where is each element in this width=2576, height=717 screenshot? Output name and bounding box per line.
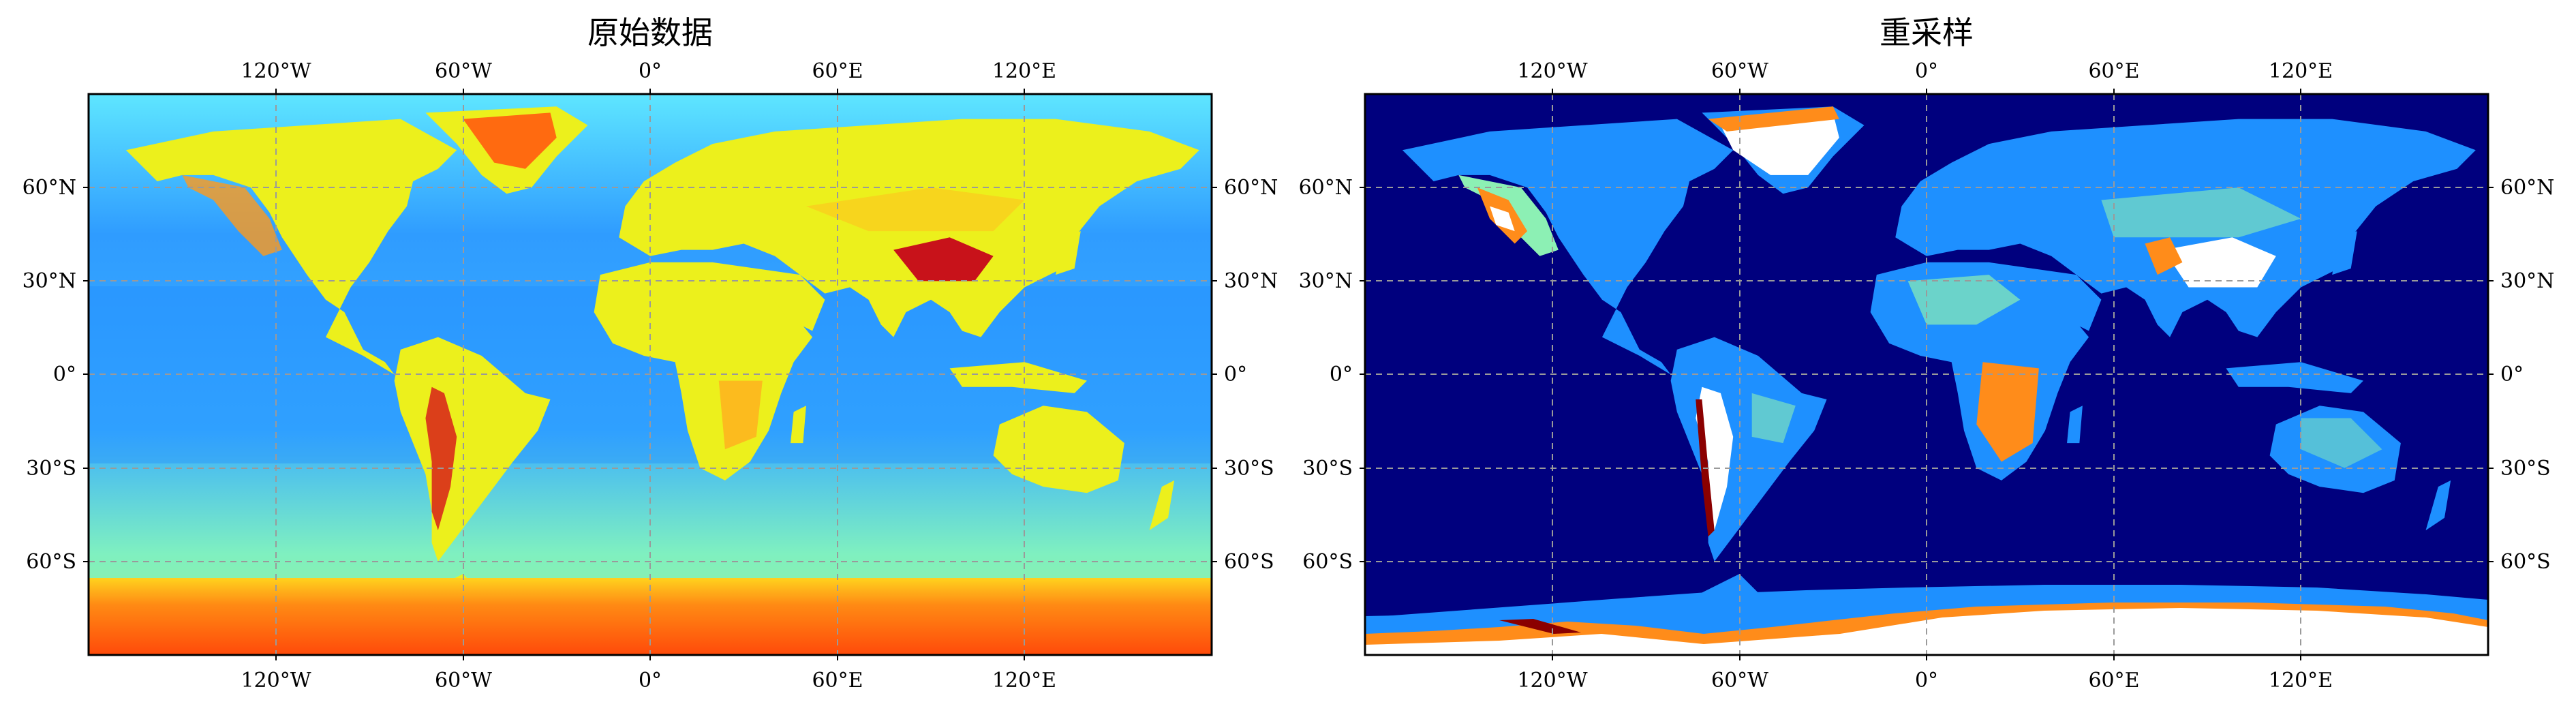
lon-label: 120°W	[1517, 59, 1587, 83]
lon-label: 120°E	[992, 59, 1056, 83]
ticks-original	[83, 89, 1217, 660]
lat-label: 30°S	[26, 457, 76, 480]
rockies-highland	[182, 174, 282, 256]
africa-highland	[718, 380, 763, 450]
rockies-white-resampled	[1490, 206, 1515, 232]
lat-label: 0°	[1224, 363, 1247, 386]
lat-label: 30°S	[1224, 457, 1274, 480]
lon-label: 120°W	[1517, 669, 1587, 692]
lon-label: 120°W	[241, 59, 311, 83]
africa-green-resampled	[1907, 275, 2021, 325]
lon-label: 0°	[1915, 669, 1938, 692]
lat-label: 30°N	[2500, 269, 2554, 293]
lon-label: 60°W	[1711, 59, 1768, 83]
left-labels-resampled: 60°N 30°N 0° 30°S 60°S	[1299, 176, 1353, 574]
lon-label: 0°	[639, 669, 662, 692]
right-labels-original: 60°N 30°N 0° 30°S 60°S	[1224, 176, 1278, 574]
australia-green-resampled	[2301, 418, 2382, 468]
lon-label: 120°E	[2269, 59, 2333, 83]
right-labels-resampled: 60°N 30°N 0° 30°S 60°S	[2500, 176, 2554, 574]
lat-label: 60°N	[1224, 176, 1278, 200]
lon-label: 60°W	[1711, 669, 1768, 692]
gridlines-original	[89, 94, 1212, 655]
lon-label: 60°W	[435, 669, 492, 692]
gridlines-resampled	[1365, 94, 2488, 655]
lat-label: 0°	[53, 363, 76, 386]
asia-green-resampled	[2101, 187, 2301, 238]
tibet-highland	[893, 237, 994, 281]
andes-resampled	[1696, 386, 1734, 531]
brazil-green-resampled	[1751, 393, 1796, 444]
panel-resampled: 重采样	[1299, 14, 2555, 692]
lon-label: 60°W	[435, 59, 492, 83]
bottom-labels-original: 120°W 60°W 0° 60°E 120°E	[241, 669, 1056, 692]
tibet-edge-resampled	[2145, 237, 2183, 275]
lat-label: 60°N	[22, 176, 76, 200]
lon-label: 120°E	[992, 669, 1056, 692]
lat-label: 0°	[2500, 363, 2524, 386]
lon-label: 60°E	[2088, 59, 2139, 83]
left-labels-original: 60°N 30°N 0° 30°S 60°S	[22, 176, 76, 574]
lon-label: 120°E	[2269, 669, 2333, 692]
lat-label: 30°N	[1224, 269, 1278, 293]
asia-highland	[806, 187, 1025, 232]
bottom-labels-resampled: 120°W 60°W 0° 60°E 120°E	[1517, 669, 2333, 692]
top-labels-original: 120°W 60°W 0° 60°E 120°E	[241, 59, 1056, 83]
africa-highland-resampled	[1976, 362, 2039, 462]
lat-label: 0°	[1330, 363, 1353, 386]
greenland-edge-resampled	[1708, 106, 1839, 132]
lat-label: 60°S	[2500, 550, 2551, 574]
panel-original: 原始数据	[22, 14, 1278, 692]
ticks-resampled	[1360, 89, 2494, 660]
greenland-highland	[463, 112, 557, 169]
lat-label: 60°N	[1299, 176, 1353, 200]
lon-label: 120°W	[241, 669, 311, 692]
map-area-original	[89, 94, 1212, 655]
lon-label: 0°	[1915, 59, 1938, 83]
panel-title-original: 原始数据	[587, 14, 713, 51]
lat-label: 60°N	[2500, 176, 2554, 200]
lat-label: 30°S	[2500, 457, 2551, 480]
lon-label: 0°	[639, 59, 662, 83]
map-area-resampled	[1365, 94, 2488, 655]
lon-label: 60°E	[2088, 669, 2139, 692]
lon-label: 60°E	[812, 59, 863, 83]
lat-label: 30°S	[1302, 457, 1353, 480]
lat-label: 60°S	[1302, 550, 1353, 574]
top-labels-resampled: 120°W 60°W 0° 60°E 120°E	[1517, 59, 2333, 83]
lat-label: 60°S	[26, 550, 76, 574]
tibet-resampled	[2163, 237, 2276, 288]
lon-label: 60°E	[812, 669, 863, 692]
lat-label: 30°N	[22, 269, 76, 293]
lat-label: 30°N	[1299, 269, 1353, 293]
andes-highland	[425, 386, 457, 531]
lat-label: 60°S	[1224, 550, 1274, 574]
panel-title-resampled: 重采样	[1880, 14, 1974, 51]
